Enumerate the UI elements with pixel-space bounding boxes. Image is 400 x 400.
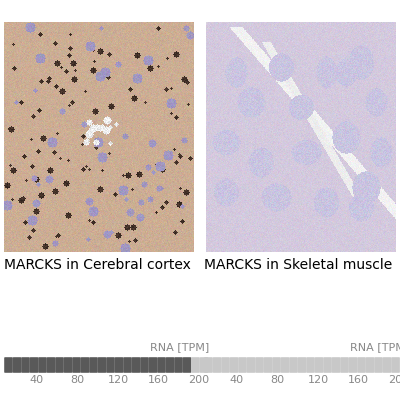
FancyBboxPatch shape bbox=[366, 357, 374, 373]
Text: 200: 200 bbox=[388, 375, 400, 385]
FancyBboxPatch shape bbox=[349, 357, 357, 373]
FancyBboxPatch shape bbox=[281, 357, 289, 373]
FancyBboxPatch shape bbox=[21, 357, 30, 373]
Text: 200: 200 bbox=[188, 375, 210, 385]
Text: 80: 80 bbox=[70, 375, 84, 385]
FancyBboxPatch shape bbox=[191, 357, 200, 373]
FancyBboxPatch shape bbox=[140, 357, 149, 373]
FancyBboxPatch shape bbox=[89, 357, 98, 373]
FancyBboxPatch shape bbox=[298, 357, 306, 373]
FancyBboxPatch shape bbox=[132, 357, 140, 373]
FancyBboxPatch shape bbox=[238, 357, 247, 373]
Text: 120: 120 bbox=[108, 375, 128, 385]
FancyBboxPatch shape bbox=[383, 357, 391, 373]
FancyBboxPatch shape bbox=[255, 357, 264, 373]
FancyBboxPatch shape bbox=[149, 357, 157, 373]
FancyBboxPatch shape bbox=[391, 357, 400, 373]
FancyBboxPatch shape bbox=[98, 357, 106, 373]
FancyBboxPatch shape bbox=[123, 357, 132, 373]
FancyBboxPatch shape bbox=[106, 357, 115, 373]
Text: MARCKS in Cerebral cortex: MARCKS in Cerebral cortex bbox=[4, 258, 191, 272]
FancyBboxPatch shape bbox=[306, 357, 315, 373]
FancyBboxPatch shape bbox=[4, 357, 13, 373]
Text: 160: 160 bbox=[348, 375, 369, 385]
Text: RNA [TPM]: RNA [TPM] bbox=[350, 342, 400, 352]
FancyBboxPatch shape bbox=[200, 357, 208, 373]
Text: RNA [TPM]: RNA [TPM] bbox=[150, 342, 210, 352]
Text: 120: 120 bbox=[308, 375, 328, 385]
FancyBboxPatch shape bbox=[72, 357, 81, 373]
FancyBboxPatch shape bbox=[38, 357, 47, 373]
FancyBboxPatch shape bbox=[13, 357, 21, 373]
FancyBboxPatch shape bbox=[166, 357, 174, 373]
Text: MARCKS in Skeletal muscle: MARCKS in Skeletal muscle bbox=[204, 258, 392, 272]
Text: 40: 40 bbox=[30, 375, 44, 385]
FancyBboxPatch shape bbox=[221, 357, 230, 373]
Text: 80: 80 bbox=[270, 375, 284, 385]
FancyBboxPatch shape bbox=[204, 357, 213, 373]
FancyBboxPatch shape bbox=[247, 357, 255, 373]
FancyBboxPatch shape bbox=[230, 357, 238, 373]
FancyBboxPatch shape bbox=[30, 357, 38, 373]
FancyBboxPatch shape bbox=[64, 357, 72, 373]
FancyBboxPatch shape bbox=[183, 357, 191, 373]
FancyBboxPatch shape bbox=[340, 357, 349, 373]
FancyBboxPatch shape bbox=[332, 357, 340, 373]
FancyBboxPatch shape bbox=[47, 357, 55, 373]
Text: 160: 160 bbox=[148, 375, 169, 385]
FancyBboxPatch shape bbox=[55, 357, 64, 373]
FancyBboxPatch shape bbox=[213, 357, 221, 373]
Text: 40: 40 bbox=[230, 375, 244, 385]
FancyBboxPatch shape bbox=[323, 357, 332, 373]
FancyBboxPatch shape bbox=[81, 357, 89, 373]
FancyBboxPatch shape bbox=[157, 357, 166, 373]
FancyBboxPatch shape bbox=[315, 357, 323, 373]
FancyBboxPatch shape bbox=[272, 357, 281, 373]
FancyBboxPatch shape bbox=[289, 357, 298, 373]
FancyBboxPatch shape bbox=[374, 357, 383, 373]
FancyBboxPatch shape bbox=[174, 357, 183, 373]
FancyBboxPatch shape bbox=[264, 357, 272, 373]
FancyBboxPatch shape bbox=[357, 357, 366, 373]
FancyBboxPatch shape bbox=[115, 357, 123, 373]
